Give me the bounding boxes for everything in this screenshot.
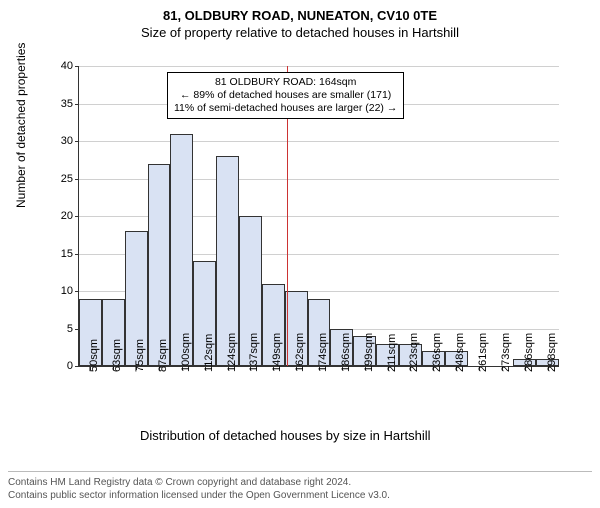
x-axis-label: Distribution of detached houses by size … (140, 428, 430, 443)
ytick-mark (75, 66, 79, 67)
xtick-label: 137sqm (248, 333, 260, 372)
ytick-mark (75, 291, 79, 292)
ytick-label: 20 (61, 210, 73, 222)
plot-area: 051015202530354050sqm63sqm75sqm87sqm100s… (78, 66, 559, 367)
footer-line-1: Contains HM Land Registry data © Crown c… (8, 476, 592, 489)
annotation-line-1: 81 OLDBURY ROAD: 164sqm (174, 76, 397, 89)
grid-line (79, 141, 559, 142)
ytick-mark (75, 141, 79, 142)
ytick-label: 30 (61, 135, 73, 147)
xtick-label: 63sqm (111, 339, 123, 372)
histogram-bar (148, 164, 171, 367)
ytick-label: 0 (67, 360, 73, 372)
footer-credits: Contains HM Land Registry data © Crown c… (8, 471, 592, 502)
annotation-box: 81 OLDBURY ROAD: 164sqm ← 89% of detache… (167, 72, 404, 119)
annotation-line-2: ← 89% of detached houses are smaller (17… (174, 89, 397, 102)
grid-line (79, 66, 559, 67)
ytick-label: 35 (61, 98, 73, 110)
xtick-label: 162sqm (294, 333, 306, 372)
ytick-label: 10 (61, 285, 73, 297)
xtick-label: 112sqm (203, 334, 215, 372)
ytick-mark (75, 216, 79, 217)
chart-container: 81, OLDBURY ROAD, NUNEATON, CV10 0TE Siz… (0, 8, 600, 508)
ytick-mark (75, 104, 79, 105)
ytick-mark (75, 179, 79, 180)
ytick-mark (75, 254, 79, 255)
xtick-label: 223sqm (408, 333, 420, 372)
xtick-label: 186sqm (340, 333, 352, 372)
xtick-label: 75sqm (134, 339, 146, 372)
xtick-label: 100sqm (180, 333, 192, 372)
page-subtitle: Size of property relative to detached ho… (0, 25, 600, 40)
footer-line-2: Contains public sector information licen… (8, 489, 592, 502)
xtick-label: 298sqm (546, 333, 558, 372)
ytick-label: 15 (61, 248, 73, 260)
ytick-label: 40 (61, 60, 73, 72)
ytick-mark (75, 366, 79, 367)
annotation-line-3: 11% of semi-detached houses are larger (… (174, 102, 397, 115)
chart-area: 0 5 10 15 20 25 30 35 40 50sqm 63sqm 75sqm 87sqm 100s… (56, 58, 566, 398)
page-title: 81, OLDBURY ROAD, NUNEATON, CV10 0TE (0, 8, 600, 23)
xtick-label: 124sqm (226, 333, 238, 372)
xtick-label: 199sqm (363, 333, 375, 372)
xtick-label: 211sqm (386, 334, 398, 372)
xtick-label: 236sqm (431, 333, 443, 372)
ytick-label: 5 (67, 323, 73, 335)
ytick-label: 25 (61, 173, 73, 185)
xtick-label: 174sqm (317, 333, 329, 372)
y-axis-label: Number of detached properties (14, 43, 28, 208)
xtick-label: 261sqm (477, 333, 489, 372)
xtick-label: 273sqm (500, 333, 512, 372)
xtick-label: 248sqm (454, 333, 466, 372)
xtick-label: 286sqm (523, 333, 535, 372)
xtick-label: 50sqm (88, 339, 100, 372)
xtick-label: 87sqm (157, 339, 169, 372)
histogram-bar (170, 134, 193, 367)
xtick-label: 149sqm (271, 333, 283, 372)
